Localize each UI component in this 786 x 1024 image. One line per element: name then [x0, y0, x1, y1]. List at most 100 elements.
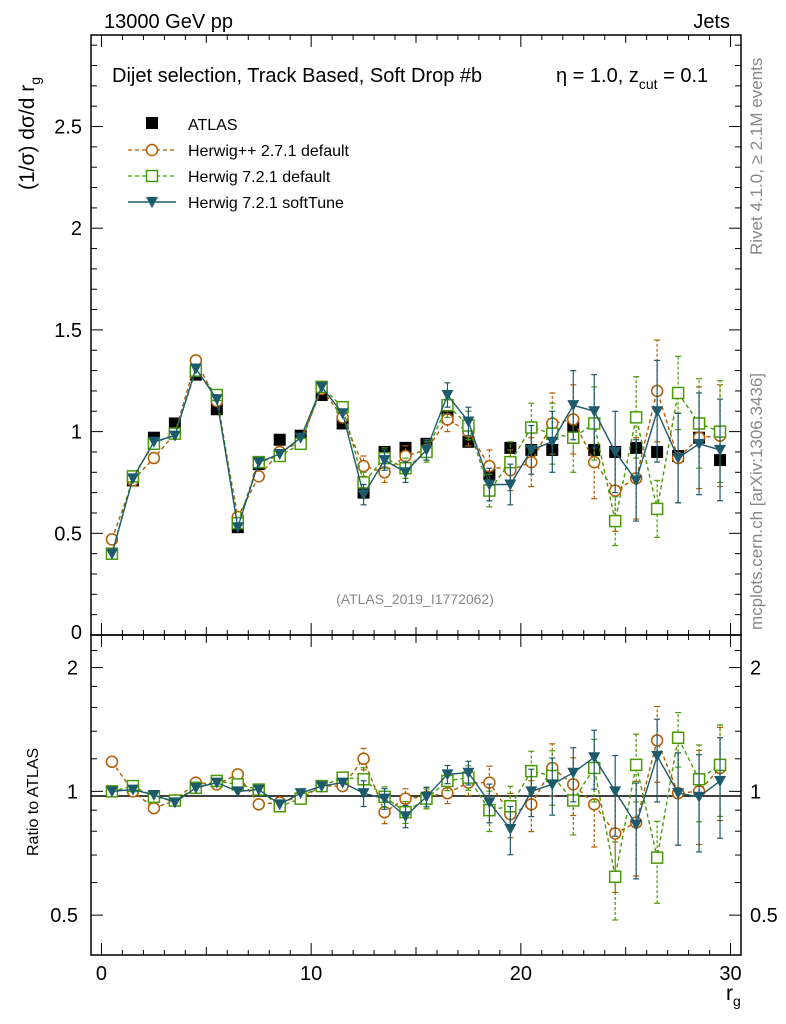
series-point-2 [420, 444, 433, 456]
ratio-y-tick-label-right: 0.5 [750, 905, 778, 927]
series-point-2 [315, 381, 328, 393]
series-point-2 [336, 408, 349, 420]
series-point-2 [588, 406, 601, 418]
ratio-point-1 [650, 851, 664, 864]
ratio-point-2 [441, 769, 454, 781]
legend-entry-atlas: ATLAS [146, 117, 238, 134]
series-point-2 [672, 453, 685, 465]
y-tick-label: 1.5 [54, 320, 82, 342]
y-tick-label: 1 [71, 422, 82, 444]
series-line-0 [111, 358, 721, 540]
ratio-ylabel: Ratio to ATLAS [25, 748, 42, 856]
series-point-2 [693, 438, 706, 450]
ratio-point-2 [483, 797, 496, 809]
legend-entry-herwigpp: Herwig++ 2.7.1 default [128, 143, 350, 160]
series-point-2 [483, 479, 496, 491]
series-point-2 [147, 436, 160, 448]
series-point-2 [294, 432, 307, 444]
main-ylabel: (1/σ) dσ/d rg [16, 77, 43, 190]
series-line-2 [111, 366, 721, 554]
series-point-1 [629, 411, 643, 424]
ratio-point-2 [546, 779, 559, 791]
ratio-point-2 [504, 823, 517, 835]
series-point-0 [147, 451, 161, 465]
ratio-point-2 [105, 786, 118, 798]
ratio-point-2 [693, 791, 706, 803]
series-point-1 [608, 514, 622, 528]
series-point-2 [504, 479, 517, 491]
svg-text:η = 1.0, zcut = 0.1: η = 1.0, zcut = 0.1 [556, 65, 708, 92]
atlas-data-point [462, 435, 475, 448]
series-point-0 [357, 459, 370, 473]
ratio-point-2 [714, 775, 727, 787]
ratio-point-2 [126, 784, 139, 796]
ratio-point-1 [608, 870, 622, 883]
legend: ATLAS Herwig++ 2.7.1 default Herwig 7.2.… [128, 117, 350, 212]
series-point-0 [441, 413, 454, 426]
ratio-y-tick-label: 1 [67, 781, 78, 803]
ratio-point-2 [357, 788, 370, 800]
series-point-2 [714, 444, 727, 456]
mcplots-label: mcplots.cern.ch [arXiv:1306.3436] [747, 373, 766, 630]
ratio-point-2 [378, 793, 391, 805]
ratio-line-1 [111, 735, 721, 877]
ratio-point-2 [630, 819, 643, 831]
ratio-point-2 [336, 777, 349, 789]
series-point-2 [126, 473, 139, 485]
ratio-point-2 [609, 786, 622, 798]
ratio-point-2 [399, 811, 412, 823]
ratio-point-2 [189, 782, 202, 794]
svg-text:Dijet selection, Track Based,: Dijet selection, Track Based, Soft Drop … [112, 65, 482, 87]
ratio-point-2 [567, 767, 580, 779]
legend-entry-herwig7-softtune: Herwig 7.2.1 softTune [128, 195, 344, 212]
series-point-2 [168, 430, 181, 442]
ratio-line-0 [111, 738, 721, 835]
svg-text:ATLAS: ATLAS [188, 117, 238, 134]
x-tick-label: 0 [96, 963, 107, 985]
ratio-point-2 [672, 788, 685, 800]
header-left-label: 13000 GeV pp [104, 11, 233, 33]
series-point-1 [650, 502, 664, 516]
series-point-0 [399, 449, 412, 463]
series-point-0 [587, 455, 601, 469]
ratio-point-2 [273, 799, 286, 811]
plot-title: Dijet selection, Track Based, Soft Drop … [112, 65, 708, 92]
ratio-point-2 [294, 788, 307, 800]
x-tick-label: 20 [510, 963, 532, 985]
series-point-2 [273, 448, 286, 460]
ratio-point-2 [588, 752, 601, 764]
ratio-point-1 [671, 731, 685, 745]
series-point-0 [252, 470, 265, 483]
series-point-2 [441, 390, 454, 401]
ratio-y-tick-label-right: 1 [750, 781, 761, 803]
ratio-point-2 [315, 781, 328, 793]
svg-text:Herwig 7.2.1 default: Herwig 7.2.1 default [188, 169, 331, 186]
series-point-2 [252, 457, 265, 469]
legend-entry-herwig7-default: Herwig 7.2.1 default [128, 169, 331, 186]
ratio-y-tick-label: 2 [67, 658, 78, 680]
y-tick-label: 0.5 [54, 523, 82, 545]
y-tick-label: 2 [71, 218, 82, 240]
ratio-point-0 [147, 801, 161, 815]
ratio-point-2 [525, 786, 538, 798]
ratio-point-2 [210, 777, 223, 789]
main-series [105, 339, 727, 560]
ratio-y-tick-label: 0.5 [50, 905, 78, 927]
series-point-1 [671, 386, 685, 400]
ratio-point-0 [105, 755, 119, 769]
series-point-2 [105, 548, 118, 560]
y-tick-label: 2.5 [54, 117, 82, 139]
atlas-data-point [504, 441, 517, 454]
ratio-point-2 [231, 786, 244, 798]
series-point-2 [525, 444, 538, 456]
ratio-y-tick-label-right: 2 [750, 658, 761, 680]
axis-ticks [91, 35, 741, 955]
rivet-version-label: Rivet 4.1.0, ≥ 2.1M events [747, 58, 766, 255]
series-point-2 [210, 394, 223, 406]
ratio-point-2 [147, 789, 160, 801]
ratio-line-2 [111, 754, 721, 831]
series-point-2 [357, 489, 370, 501]
y-tick-label: 0 [71, 622, 82, 644]
x-tick-label: 30 [719, 963, 741, 985]
x-tick-label: 10 [300, 963, 322, 985]
